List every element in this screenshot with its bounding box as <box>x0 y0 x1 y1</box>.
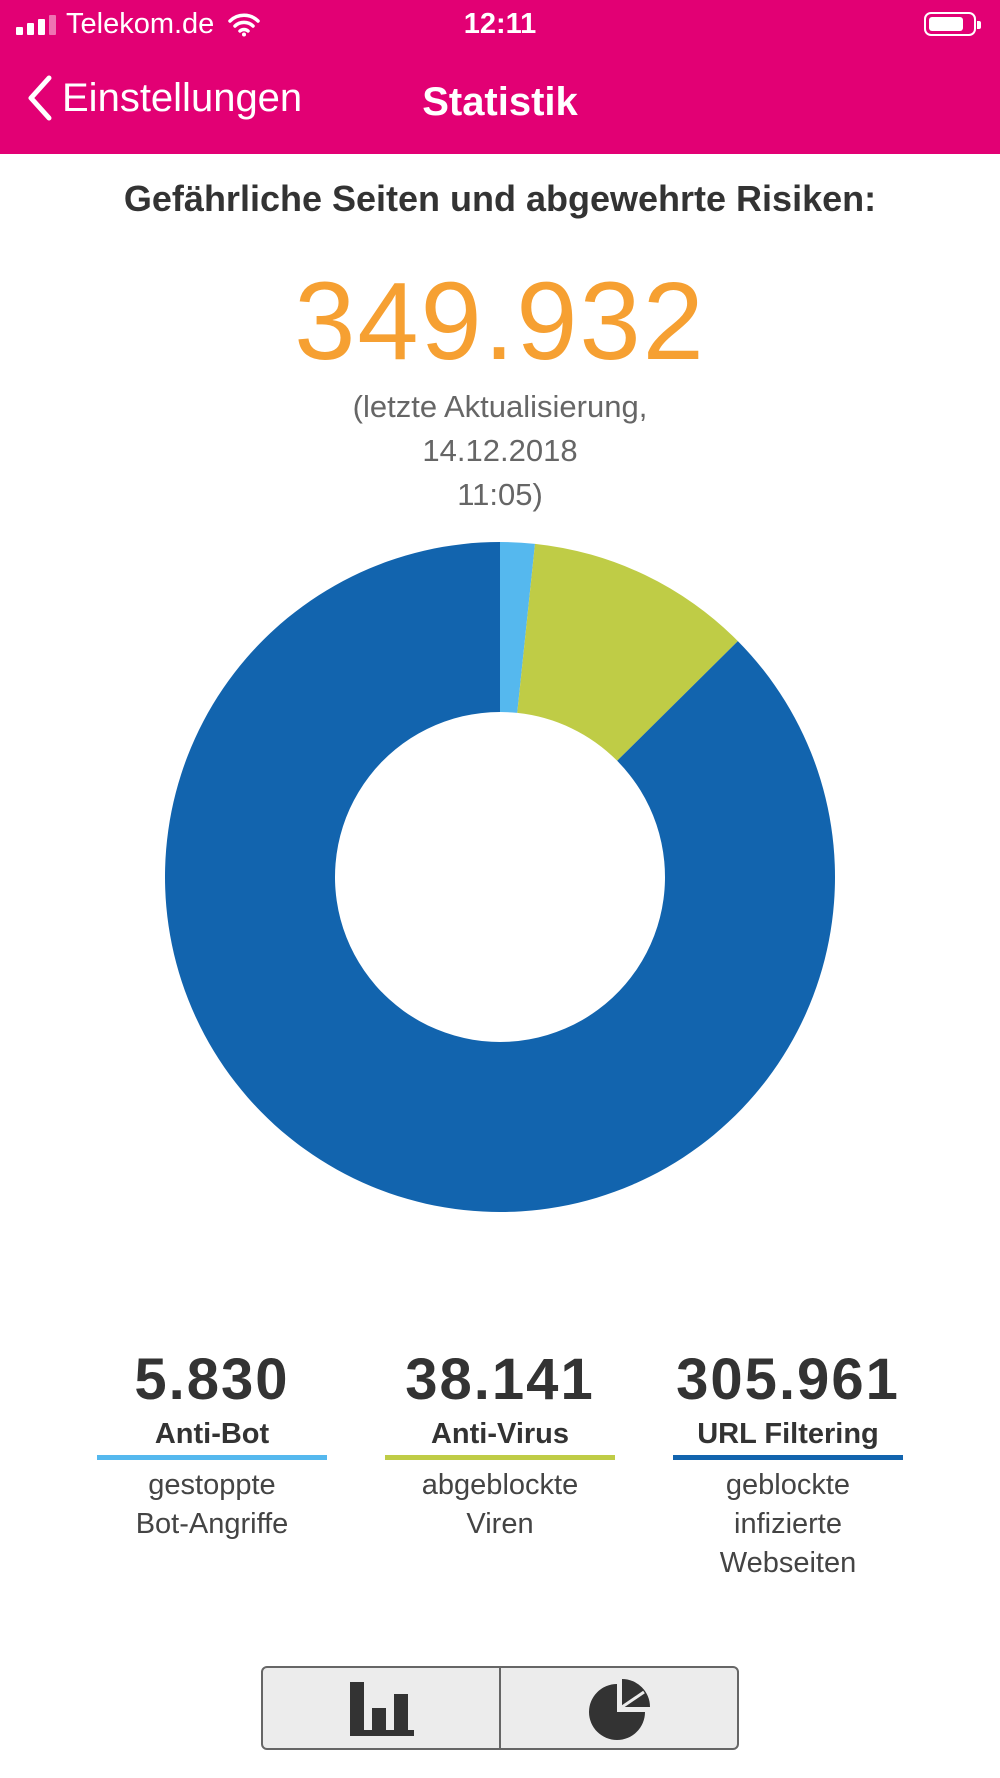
status-time: 12:11 <box>463 8 537 40</box>
stat-name: Anti-Bot <box>154 1418 270 1450</box>
stat-color-bar <box>385 1455 615 1460</box>
stat-url-filtering: 305.961 URL Filtering geblockte infizier… <box>673 1345 903 1583</box>
donut-slice-url-filtering <box>165 542 835 1212</box>
chevron-left-icon <box>28 75 52 121</box>
last-update-line-2: 11:05) <box>457 477 543 512</box>
total-count: 349.932 <box>294 260 706 383</box>
stat-name: Anti-Virus <box>430 1418 570 1450</box>
stat-anti-virus: 38.141 Anti-Virus abgeblockte Viren <box>385 1345 615 1544</box>
navigation-bar: Einstellungen Statistik <box>0 52 1000 154</box>
last-update-line-1: (letzte Aktualisierung, 14.12.2018 <box>352 389 648 468</box>
battery-icon <box>924 12 981 36</box>
donut-slice-anti-bot <box>500 542 536 713</box>
carrier-label: Telekom.de <box>66 8 215 40</box>
back-label: Einstellungen <box>62 75 303 120</box>
stat-anti-bot: 5.830 Anti-Bot gestoppte Bot-Angriffe <box>97 1345 327 1544</box>
stat-description-line: Viren <box>466 1508 534 1540</box>
bar-chart-icon <box>350 1682 414 1736</box>
view-switcher <box>261 1666 739 1750</box>
status-left: Telekom.de <box>16 8 261 41</box>
stat-value: 305.961 <box>676 1347 900 1412</box>
stat-color-bar <box>97 1455 327 1460</box>
stat-value: 5.830 <box>134 1347 290 1412</box>
page-title: Statistik <box>422 80 578 124</box>
signal-icon <box>16 14 56 35</box>
stat-description: geblockte infizierte Webseiten <box>673 1466 903 1583</box>
last-update-text: (letzte Aktualisierung, 14.12.2018 11:05… <box>300 385 700 517</box>
donut-slice-anti-virus <box>517 543 738 761</box>
stat-description-line: Webseiten <box>719 1547 857 1579</box>
back-button[interactable]: Einstellungen <box>26 74 302 122</box>
stat-color-bar <box>673 1455 903 1460</box>
wifi-icon <box>228 13 261 36</box>
stat-description: abgeblockte Viren <box>385 1466 615 1544</box>
stat-description-line: abgeblockte <box>421 1469 579 1501</box>
pie-chart-icon <box>589 1679 650 1740</box>
stat-description: gestoppte Bot-Angriffe <box>97 1466 327 1544</box>
stat-value: 38.141 <box>405 1347 595 1412</box>
stat-description-line: geblockte <box>725 1469 851 1501</box>
stat-description-line: infizierte <box>734 1508 842 1540</box>
bar-chart-view-button[interactable] <box>263 1668 499 1748</box>
donut-chart <box>165 542 835 1212</box>
statistics-headline: Gefährliche Seiten und abgewehrte Risike… <box>123 178 877 219</box>
stat-description-line: Bot-Angriffe <box>135 1508 289 1540</box>
stat-name: URL Filtering <box>697 1418 879 1450</box>
stat-description-line: gestoppte <box>148 1469 276 1501</box>
status-bar: Telekom.de 12:11 <box>0 0 1000 52</box>
pie-chart-view-button[interactable] <box>499 1668 737 1748</box>
